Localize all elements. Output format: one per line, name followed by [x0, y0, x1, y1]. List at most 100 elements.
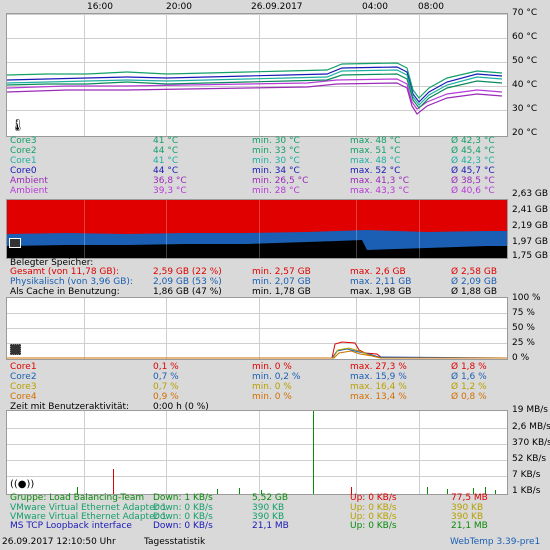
memory-avg: Ø 2,09 GB — [451, 277, 497, 287]
cpu-max: max. 16,4 % — [350, 382, 407, 392]
sensor-current: 39,3 °C — [153, 186, 187, 196]
sensor-name: Core3 — [10, 136, 37, 146]
temp-axis-label: 70 °C — [512, 8, 538, 18]
network-spikes-down — [77, 411, 496, 494]
temp-axis-label: 40 °C — [512, 80, 538, 90]
sensor-current: 44 °C — [153, 146, 179, 156]
cpu-current: 0,9 % — [153, 392, 179, 402]
temp-axis-label: 60 °C — [512, 32, 538, 42]
time-label: 08:00 — [418, 2, 444, 12]
sensor-avg: Ø 38,5 °C — [451, 176, 495, 186]
sensor-min: min. 28 °C — [252, 186, 300, 196]
cpu-avg: Ø 0,8 % — [451, 392, 487, 402]
daily-statistics-link[interactable]: Tagesstatistik — [144, 537, 206, 547]
memory-avg: Ø 1,88 GB — [451, 287, 497, 297]
cpu-min: min. 0 % — [252, 382, 292, 392]
sensor-max: max. 52 °C — [350, 166, 401, 176]
time-label: 16:00 — [87, 2, 113, 12]
cpu-min: min. 0,2 % — [252, 372, 301, 382]
cpu-max: max. 13,4 % — [350, 392, 407, 402]
cpu-graph — [6, 297, 508, 360]
cpu-current: 0,7 % — [153, 382, 179, 392]
sensor-max: max. 41,3 °C — [350, 176, 410, 186]
user-activity-value: 0:00 h (0 %) — [153, 402, 209, 412]
sensor-current: 36,8 °C — [153, 176, 187, 186]
cpu-avg: Ø 1,8 % — [451, 362, 487, 372]
temp-axis-label: 20 °C — [512, 128, 538, 138]
mem-axis-label: 2,41 GB — [512, 205, 549, 215]
sensor-current: 41 °C — [153, 136, 179, 146]
memory-current: 2,59 GB (22 %) — [153, 267, 222, 277]
memory-min: min. 1,78 GB — [252, 287, 311, 297]
sensor-avg: Ø 42,3 °C — [451, 136, 495, 146]
adapter-name: Gruppe: Load Balancing-Team — [10, 493, 145, 503]
cpu-line-core4 — [7, 350, 507, 359]
cpu-name: Core3 — [10, 382, 37, 392]
adapter-down-total: 5,52 GB — [252, 493, 289, 503]
memory-max: max. 1,98 GB — [350, 287, 412, 297]
adapter-down-total: 21,1 MB — [252, 521, 289, 531]
adapter-up: Up: 0 KB/s — [350, 493, 397, 503]
sensor-min: min. 30 °C — [252, 136, 300, 146]
series-line-core2 — [7, 62, 503, 99]
memory-header-label: Belegter Speicher: — [10, 258, 94, 268]
sensor-min: min. 30 °C — [252, 156, 300, 166]
sensor-max: max. 48 °C — [350, 136, 401, 146]
memory-graph — [6, 199, 508, 259]
memory-current: 2,09 GB (53 %) — [153, 277, 222, 287]
network-spikes-up — [113, 469, 352, 494]
cpu-axis-label: 100 % — [512, 293, 541, 303]
thermometer-icon: 🌡 — [10, 118, 26, 132]
network-graph: ((●)) — [6, 410, 508, 495]
sensor-max: max. 51 °C — [350, 146, 401, 156]
net-axis-label: 52 KB/s — [512, 454, 547, 464]
cpu-axis-label: 25 % — [512, 338, 535, 348]
cpu-line-core2 — [7, 348, 507, 359]
temperature-graph: 🌡 — [6, 13, 508, 137]
series-line-ambient-1 — [7, 82, 503, 115]
sensor-min: min. 26,5 °C — [252, 176, 309, 186]
memory-name: Physikalisch (von 3,96 GB): — [10, 277, 133, 287]
series-line-ambient-2 — [7, 78, 503, 110]
net-axis-label: 7 KB/s — [512, 470, 541, 480]
adapter-down: Down: 0 KB/s — [153, 521, 213, 531]
adapter-down-total: 390 KB — [252, 512, 285, 522]
net-axis-label: 370 KB/s — [512, 438, 550, 448]
temp-axis-label: 50 °C — [512, 56, 538, 66]
cpu-current: 0,1 % — [153, 362, 179, 372]
sensor-current: 44 °C — [153, 166, 179, 176]
memory-name: Gesamt (von 11,78 GB): — [10, 267, 120, 277]
memory-min: min. 2,07 GB — [252, 277, 311, 287]
sensor-current: 41 °C — [153, 156, 179, 166]
temp-axis-label: 30 °C — [512, 104, 538, 114]
user-activity-label: Zeit mit Benutzeraktivität: — [10, 402, 130, 412]
adapter-up: Up: 0 KB/s — [350, 503, 397, 513]
memory-chip-icon — [9, 238, 21, 248]
sensor-name: Core2 — [10, 146, 37, 156]
series-line-core0 — [7, 66, 503, 103]
sensor-avg: Ø 45,4 °C — [451, 146, 495, 156]
cpu-avg: Ø 1,2 % — [451, 382, 487, 392]
memory-avg: Ø 2,58 GB — [451, 267, 497, 277]
cpu-avg: Ø 1,6 % — [451, 372, 487, 382]
adapter-name: VMware Virtual Ethernet Adapter 1 — [10, 503, 167, 513]
sensor-name: Core1 — [10, 156, 37, 166]
memory-current: 1,86 GB (47 %) — [153, 287, 222, 297]
cpu-line-core1 — [7, 341, 507, 359]
adapter-up: Up: 0 KB/s — [350, 512, 397, 522]
cpu-axis-label: 50 % — [512, 323, 535, 333]
adapter-down: Down: 0 KB/s — [153, 512, 213, 522]
net-axis-label: 19 MB/s — [512, 405, 548, 415]
sensor-max: max. 48 °C — [350, 156, 401, 166]
time-label: 26.09.2017 — [251, 2, 303, 12]
status-datetime: 26.09.2017 12:10:50 Uhr — [2, 537, 116, 547]
sensor-avg: Ø 45,7 °C — [451, 166, 495, 176]
series-line-core3 — [7, 73, 503, 109]
mem-axis-label: 1,75 GB — [512, 251, 549, 261]
adapter-name: VMware Virtual Ethernet Adapter 1 — [10, 512, 167, 522]
cpu-min: min. 0 % — [252, 362, 292, 372]
adapter-up-total: 390 KB — [451, 512, 484, 522]
series-line-core1 — [7, 69, 503, 106]
sensor-name: Ambient — [10, 176, 48, 186]
sensor-max: max. 43,3 °C — [350, 186, 410, 196]
